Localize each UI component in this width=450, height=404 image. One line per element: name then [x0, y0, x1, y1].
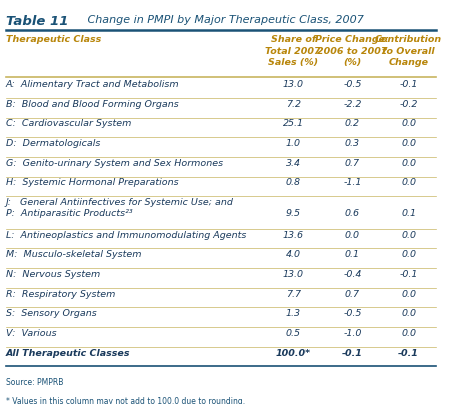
Text: M:  Musculo-skeletal System: M: Musculo-skeletal System	[6, 250, 141, 259]
Text: 1.3: 1.3	[286, 309, 301, 318]
Text: Table 11: Table 11	[6, 15, 68, 27]
Text: 0.0: 0.0	[401, 329, 416, 338]
Text: Source: PMPRB: Source: PMPRB	[6, 379, 63, 387]
Text: H:  Systemic Hormonal Preparations: H: Systemic Hormonal Preparations	[6, 179, 178, 187]
Text: * Values in this column may not add to 100.0 due to rounding.: * Values in this column may not add to 1…	[6, 397, 245, 404]
Text: 0.0: 0.0	[401, 309, 416, 318]
Text: -1.0: -1.0	[343, 329, 362, 338]
Text: D:  Dermatologicals: D: Dermatologicals	[6, 139, 100, 148]
Text: B:  Blood and Blood Forming Organs: B: Blood and Blood Forming Organs	[6, 100, 179, 109]
Text: Change in PMPI by Major Therapeutic Class, 2007: Change in PMPI by Major Therapeutic Clas…	[84, 15, 364, 25]
Text: 0.2: 0.2	[345, 120, 360, 128]
Text: 7.2: 7.2	[286, 100, 301, 109]
Text: 1.0: 1.0	[286, 139, 301, 148]
Text: -2.2: -2.2	[343, 100, 362, 109]
Text: R:  Respiratory System: R: Respiratory System	[6, 290, 115, 299]
Text: All Therapeutic Classes: All Therapeutic Classes	[6, 349, 130, 358]
Text: Share of
Total 2007
Sales (%): Share of Total 2007 Sales (%)	[266, 36, 321, 67]
Text: 25.1: 25.1	[283, 120, 304, 128]
Text: 0.0: 0.0	[401, 290, 416, 299]
Text: -0.1: -0.1	[342, 349, 363, 358]
Text: 0.5: 0.5	[286, 329, 301, 338]
Text: -0.2: -0.2	[400, 100, 418, 109]
Text: 13.0: 13.0	[283, 270, 304, 279]
Text: 0.0: 0.0	[401, 250, 416, 259]
Text: 0.0: 0.0	[401, 159, 416, 168]
Text: -0.1: -0.1	[398, 349, 419, 358]
Text: C:  Cardiovascular System: C: Cardiovascular System	[6, 120, 131, 128]
Text: 0.0: 0.0	[345, 231, 360, 240]
Text: Therapeutic Class: Therapeutic Class	[6, 36, 101, 44]
Text: 0.0: 0.0	[401, 120, 416, 128]
Text: 0.6: 0.6	[345, 209, 360, 218]
Text: V:  Various: V: Various	[6, 329, 56, 338]
Text: 0.0: 0.0	[401, 179, 416, 187]
Text: Price Change:
2006 to 2007
(%): Price Change: 2006 to 2007 (%)	[315, 36, 389, 67]
Text: 13.0: 13.0	[283, 80, 304, 89]
Text: 0.3: 0.3	[345, 139, 360, 148]
Text: N:  Nervous System: N: Nervous System	[6, 270, 100, 279]
Text: -1.1: -1.1	[343, 179, 362, 187]
Text: L:  Antineoplastics and Immunomodulating Agents: L: Antineoplastics and Immunomodulating …	[6, 231, 246, 240]
Text: 0.7: 0.7	[345, 159, 360, 168]
Text: -0.1: -0.1	[400, 80, 418, 89]
Text: 0.0: 0.0	[401, 139, 416, 148]
Text: 4.0: 4.0	[286, 250, 301, 259]
Text: J:   General Antiinfectives for Systemic Use; and
P:  Antiparasitic Products²³: J: General Antiinfectives for Systemic U…	[6, 198, 234, 218]
Text: -0.5: -0.5	[343, 80, 362, 89]
Text: 0.1: 0.1	[401, 209, 416, 218]
Text: G:  Genito-urinary System and Sex Hormones: G: Genito-urinary System and Sex Hormone…	[6, 159, 223, 168]
Text: 0.8: 0.8	[286, 179, 301, 187]
Text: 0.1: 0.1	[345, 250, 360, 259]
Text: 7.7: 7.7	[286, 290, 301, 299]
Text: S:  Sensory Organs: S: Sensory Organs	[6, 309, 97, 318]
Text: 13.6: 13.6	[283, 231, 304, 240]
Text: 9.5: 9.5	[286, 209, 301, 218]
Text: -0.5: -0.5	[343, 309, 362, 318]
Text: A:  Alimentary Tract and Metabolism: A: Alimentary Tract and Metabolism	[6, 80, 180, 89]
Text: 0.7: 0.7	[345, 290, 360, 299]
Text: -0.1: -0.1	[400, 270, 418, 279]
Text: 100.0*: 100.0*	[275, 349, 311, 358]
Text: 3.4: 3.4	[286, 159, 301, 168]
Text: 0.0: 0.0	[401, 231, 416, 240]
Text: Contribution
to Overall
Change: Contribution to Overall Change	[375, 36, 442, 67]
Text: -0.4: -0.4	[343, 270, 362, 279]
